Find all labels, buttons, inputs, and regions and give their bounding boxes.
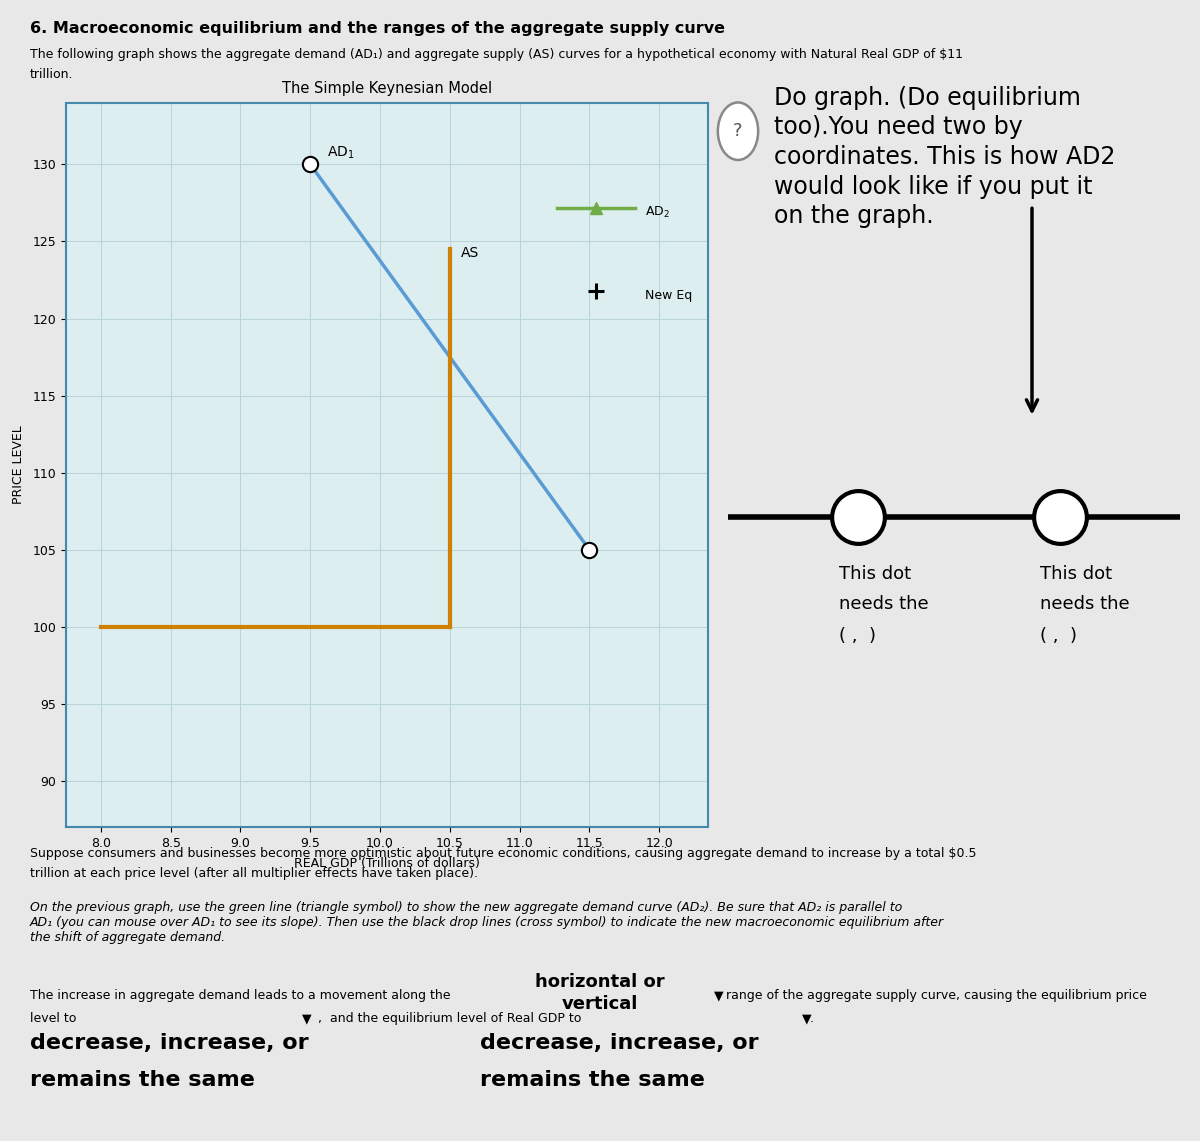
Circle shape [718,103,758,160]
Text: The following graph shows the aggregate demand (AD₁) and aggregate supply (AS) c: The following graph shows the aggregate … [30,48,964,60]
Text: remains the same: remains the same [30,1070,254,1091]
Text: remains the same: remains the same [480,1070,704,1091]
Text: trillion at each price level (after all multiplier effects have taken place).: trillion at each price level (after all … [30,867,478,880]
Text: 6. Macroeconomic equilibrium and the ranges of the aggregate supply curve: 6. Macroeconomic equilibrium and the ran… [30,21,725,35]
Text: This dot: This dot [839,565,911,583]
Text: ▼: ▼ [802,1012,811,1025]
Text: ▼: ▼ [302,1012,312,1025]
Text: .: . [810,1012,814,1025]
Text: AD$_2$: AD$_2$ [646,204,670,220]
Text: horizontal or: horizontal or [535,973,665,992]
Text: This dot: This dot [1040,565,1112,583]
Text: range of the aggregate supply curve, causing the equilibrium price: range of the aggregate supply curve, cau… [726,989,1147,1002]
Text: ▼: ▼ [714,989,724,1002]
Text: vertical: vertical [562,995,638,1013]
Text: needs the: needs the [839,594,929,613]
Text: trillion.: trillion. [30,68,73,81]
Text: ,  and the equilibrium level of Real GDP to: , and the equilibrium level of Real GDP … [318,1012,581,1025]
Title: The Simple Keynesian Model: The Simple Keynesian Model [282,81,492,96]
Text: needs the: needs the [1040,594,1130,613]
Text: AD$_1$: AD$_1$ [326,145,354,161]
Text: decrease, increase, or: decrease, increase, or [480,1033,758,1053]
Text: ( ,  ): ( , ) [1040,626,1078,645]
Text: ( ,  ): ( , ) [839,626,876,645]
Text: decrease, increase, or: decrease, increase, or [30,1033,308,1053]
Text: level to: level to [30,1012,77,1025]
Text: The increase in aggregate demand leads to a movement along the: The increase in aggregate demand leads t… [30,989,450,1002]
X-axis label: REAL GDP (Trillions of dollars): REAL GDP (Trillions of dollars) [294,857,480,869]
Text: ?: ? [733,122,743,140]
Text: AS: AS [461,245,479,260]
Text: Do graph. (Do equilibrium
too).You need two by
coordinates. This is how AD2
woul: Do graph. (Do equilibrium too).You need … [774,86,1115,228]
Text: On the previous graph, use the green line (triangle symbol) to show the new aggr: On the previous graph, use the green lin… [30,901,944,945]
Text: New Eq: New Eq [646,289,692,302]
Text: Suppose consumers and businesses become more optimistic about future economic co: Suppose consumers and businesses become … [30,847,977,859]
Y-axis label: PRICE LEVEL: PRICE LEVEL [12,426,25,504]
